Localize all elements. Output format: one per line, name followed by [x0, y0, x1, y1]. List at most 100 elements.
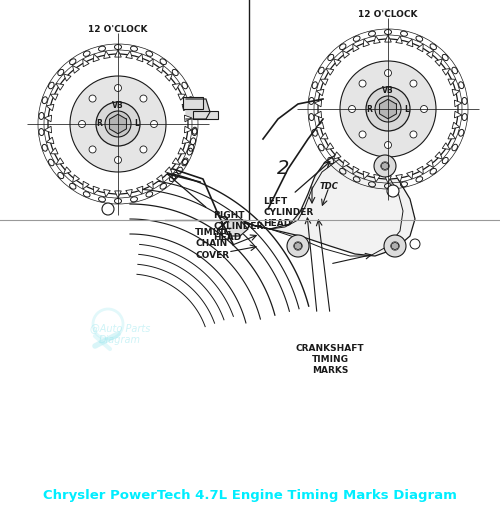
- Circle shape: [340, 61, 436, 157]
- Polygon shape: [334, 152, 341, 159]
- Polygon shape: [396, 174, 402, 182]
- Polygon shape: [342, 160, 349, 168]
- Circle shape: [359, 80, 366, 87]
- Polygon shape: [384, 176, 392, 183]
- Bar: [0, 219, 500, 479]
- Polygon shape: [316, 89, 324, 96]
- Polygon shape: [165, 74, 172, 81]
- Text: RIGHT
CYLINDER
HEAD: RIGHT CYLINDER HEAD: [213, 211, 263, 242]
- Text: 12 O'CLOCK: 12 O'CLOCK: [358, 10, 418, 19]
- Text: 2: 2: [217, 214, 229, 233]
- Polygon shape: [50, 148, 58, 154]
- Polygon shape: [442, 68, 450, 75]
- Polygon shape: [448, 79, 456, 85]
- Circle shape: [410, 80, 417, 87]
- Circle shape: [102, 203, 114, 215]
- Text: R: R: [366, 104, 372, 114]
- Polygon shape: [64, 167, 71, 174]
- Polygon shape: [320, 133, 328, 139]
- Circle shape: [420, 105, 428, 113]
- Polygon shape: [426, 50, 434, 58]
- Polygon shape: [363, 171, 370, 179]
- Polygon shape: [56, 158, 64, 164]
- Circle shape: [96, 102, 140, 146]
- Polygon shape: [147, 59, 153, 67]
- Circle shape: [391, 242, 399, 250]
- Polygon shape: [417, 166, 423, 174]
- Circle shape: [384, 235, 406, 257]
- Polygon shape: [184, 115, 192, 122]
- Polygon shape: [182, 137, 190, 143]
- Circle shape: [105, 111, 131, 137]
- Polygon shape: [314, 111, 322, 118]
- Polygon shape: [46, 137, 54, 143]
- Circle shape: [150, 120, 158, 127]
- Text: @Auto Parts
Diagram: @Auto Parts Diagram: [90, 323, 150, 345]
- Circle shape: [48, 54, 188, 194]
- Polygon shape: [44, 115, 52, 122]
- Polygon shape: [83, 59, 89, 67]
- Text: CRANKSHAFT
TIMING
MARKS: CRANKSHAFT TIMING MARKS: [296, 344, 364, 375]
- Polygon shape: [374, 36, 380, 44]
- Polygon shape: [406, 39, 413, 47]
- Polygon shape: [44, 126, 52, 133]
- Polygon shape: [136, 186, 143, 194]
- Polygon shape: [110, 114, 126, 134]
- Polygon shape: [448, 133, 456, 139]
- Circle shape: [410, 131, 417, 138]
- Circle shape: [114, 156, 121, 163]
- Circle shape: [384, 141, 392, 149]
- Polygon shape: [184, 126, 192, 133]
- Polygon shape: [72, 66, 80, 73]
- Text: Chrysler PowerTech 4.7L Engine Timing Marks Diagram: Chrysler PowerTech 4.7L Engine Timing Ma…: [43, 489, 457, 503]
- Circle shape: [140, 146, 147, 153]
- Polygon shape: [178, 148, 186, 154]
- Polygon shape: [56, 84, 64, 90]
- Polygon shape: [392, 242, 398, 250]
- Circle shape: [140, 95, 147, 102]
- Polygon shape: [435, 152, 442, 159]
- Polygon shape: [156, 175, 164, 182]
- Circle shape: [384, 69, 392, 77]
- Polygon shape: [314, 100, 322, 107]
- Text: TIMING
CHAIN
COVER: TIMING CHAIN COVER: [195, 228, 232, 260]
- Polygon shape: [374, 174, 380, 182]
- Polygon shape: [353, 44, 359, 52]
- Circle shape: [381, 162, 389, 170]
- Bar: [183, 97, 203, 109]
- Polygon shape: [104, 190, 110, 197]
- Text: VB: VB: [382, 86, 394, 95]
- Polygon shape: [230, 149, 415, 256]
- Polygon shape: [326, 68, 334, 75]
- Polygon shape: [186, 99, 210, 119]
- Polygon shape: [165, 167, 172, 174]
- Polygon shape: [46, 104, 54, 111]
- Text: L: L: [134, 119, 139, 128]
- Circle shape: [375, 96, 401, 122]
- Circle shape: [114, 84, 121, 91]
- Polygon shape: [417, 44, 423, 52]
- Polygon shape: [384, 35, 392, 42]
- Polygon shape: [126, 190, 132, 197]
- Polygon shape: [72, 175, 80, 182]
- Polygon shape: [316, 122, 324, 128]
- Polygon shape: [454, 111, 462, 118]
- Polygon shape: [114, 191, 121, 198]
- Polygon shape: [64, 74, 71, 81]
- Polygon shape: [147, 181, 153, 189]
- Polygon shape: [363, 39, 370, 47]
- Polygon shape: [126, 51, 132, 59]
- Text: VB: VB: [112, 101, 124, 111]
- Polygon shape: [320, 79, 328, 85]
- Polygon shape: [156, 66, 164, 73]
- Polygon shape: [326, 143, 334, 150]
- Bar: [193, 111, 218, 119]
- Polygon shape: [380, 99, 396, 119]
- Polygon shape: [353, 166, 359, 174]
- Circle shape: [70, 76, 166, 172]
- Polygon shape: [172, 158, 180, 164]
- Polygon shape: [104, 51, 110, 59]
- Circle shape: [78, 120, 86, 127]
- Polygon shape: [83, 181, 89, 189]
- Polygon shape: [426, 160, 434, 168]
